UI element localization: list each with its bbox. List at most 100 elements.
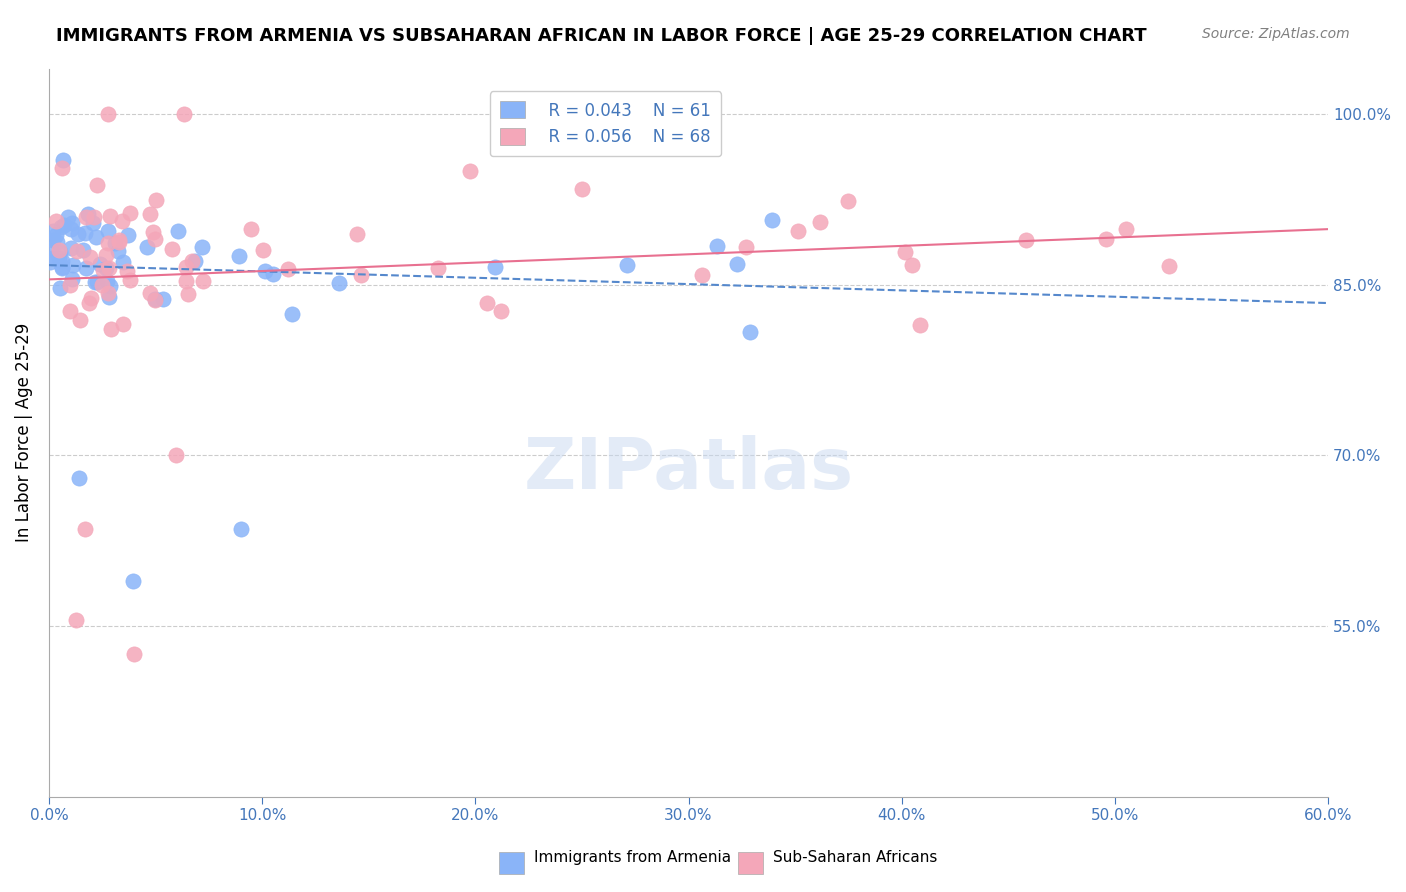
Point — [75, 261, 97, 276]
Point — [65, 613, 87, 627]
Point — [738, 325, 761, 339]
Point — [94, 248, 117, 262]
Point — [489, 304, 512, 318]
Point — [104, 236, 127, 251]
Legend:   R = 0.043    N = 61,   R = 0.056    N = 68: R = 0.043 N = 61, R = 0.056 N = 68 — [489, 91, 721, 156]
Point — [39, 255, 62, 269]
Point — [152, 292, 174, 306]
Point — [143, 292, 166, 306]
Text: ZIPatlas: ZIPatlas — [523, 434, 853, 503]
Point — [165, 448, 187, 462]
Point — [48, 252, 70, 266]
Point — [277, 262, 299, 277]
Point — [484, 260, 506, 275]
Point — [89, 256, 111, 270]
Point — [177, 286, 200, 301]
Point — [1095, 232, 1118, 246]
Point — [45, 228, 67, 243]
Point — [174, 274, 197, 288]
Point — [160, 243, 183, 257]
Point — [239, 221, 262, 235]
Point — [72, 243, 94, 257]
Point — [142, 225, 165, 239]
Point — [75, 226, 97, 240]
Point — [77, 207, 100, 221]
Point — [139, 207, 162, 221]
Point — [97, 290, 120, 304]
Point — [108, 233, 131, 247]
Point — [98, 209, 121, 223]
Point — [894, 245, 917, 260]
Point — [910, 318, 932, 333]
Point — [73, 522, 96, 536]
Point — [75, 210, 97, 224]
Point — [52, 153, 75, 168]
Point — [112, 317, 135, 331]
Point — [42, 223, 65, 237]
Point — [39, 242, 62, 256]
Text: Source: ZipAtlas.com: Source: ZipAtlas.com — [1202, 27, 1350, 41]
Point — [427, 260, 450, 275]
Point — [118, 206, 141, 220]
Point — [787, 224, 810, 238]
Text: IMMIGRANTS FROM ARMENIA VS SUBSAHARAN AFRICAN IN LABOR FORCE | AGE 25-29 CORRELA: IMMIGRANTS FROM ARMENIA VS SUBSAHARAN AF… — [56, 27, 1147, 45]
Point — [143, 293, 166, 307]
Point — [60, 271, 83, 285]
Point — [136, 239, 159, 253]
Point — [108, 235, 131, 249]
Point — [901, 259, 924, 273]
Point — [91, 277, 114, 292]
Point — [48, 243, 70, 257]
Point — [837, 194, 859, 209]
Point — [49, 245, 72, 260]
Point — [97, 286, 120, 301]
Point — [706, 239, 728, 253]
Point — [60, 221, 83, 235]
Point — [166, 224, 188, 238]
Point — [67, 471, 90, 485]
Point — [262, 267, 284, 281]
Point — [145, 193, 167, 207]
Point — [328, 276, 350, 290]
Point — [51, 260, 73, 275]
Point — [231, 522, 253, 536]
Point — [59, 277, 82, 292]
Point — [86, 275, 108, 289]
Point — [96, 260, 118, 275]
Point — [98, 260, 121, 275]
Point — [67, 227, 90, 241]
Point — [96, 274, 118, 288]
Point — [97, 224, 120, 238]
Point — [735, 240, 758, 254]
Point — [180, 253, 202, 268]
Point — [138, 286, 160, 301]
Point — [173, 107, 195, 121]
Point — [690, 268, 713, 282]
Point — [69, 313, 91, 327]
Point — [1157, 259, 1180, 273]
Y-axis label: In Labor Force | Age 25-29: In Labor Force | Age 25-29 — [15, 323, 32, 542]
Point — [79, 291, 101, 305]
Point — [46, 235, 69, 249]
Point — [350, 268, 373, 283]
Point — [42, 233, 65, 247]
Point — [100, 322, 122, 336]
Point — [111, 255, 134, 269]
Text: Immigrants from Armenia: Immigrants from Armenia — [534, 850, 731, 865]
Point — [49, 281, 72, 295]
Point — [616, 258, 638, 272]
Point — [51, 161, 73, 175]
Point — [110, 214, 132, 228]
Point — [761, 213, 783, 227]
Point — [228, 249, 250, 263]
Point — [77, 295, 100, 310]
Point — [98, 278, 121, 293]
Point — [91, 263, 114, 277]
Point — [1015, 233, 1038, 247]
Point — [184, 254, 207, 268]
Point — [145, 232, 167, 246]
Point — [60, 216, 83, 230]
Point — [571, 182, 593, 196]
Point — [253, 264, 276, 278]
Point — [1115, 221, 1137, 235]
